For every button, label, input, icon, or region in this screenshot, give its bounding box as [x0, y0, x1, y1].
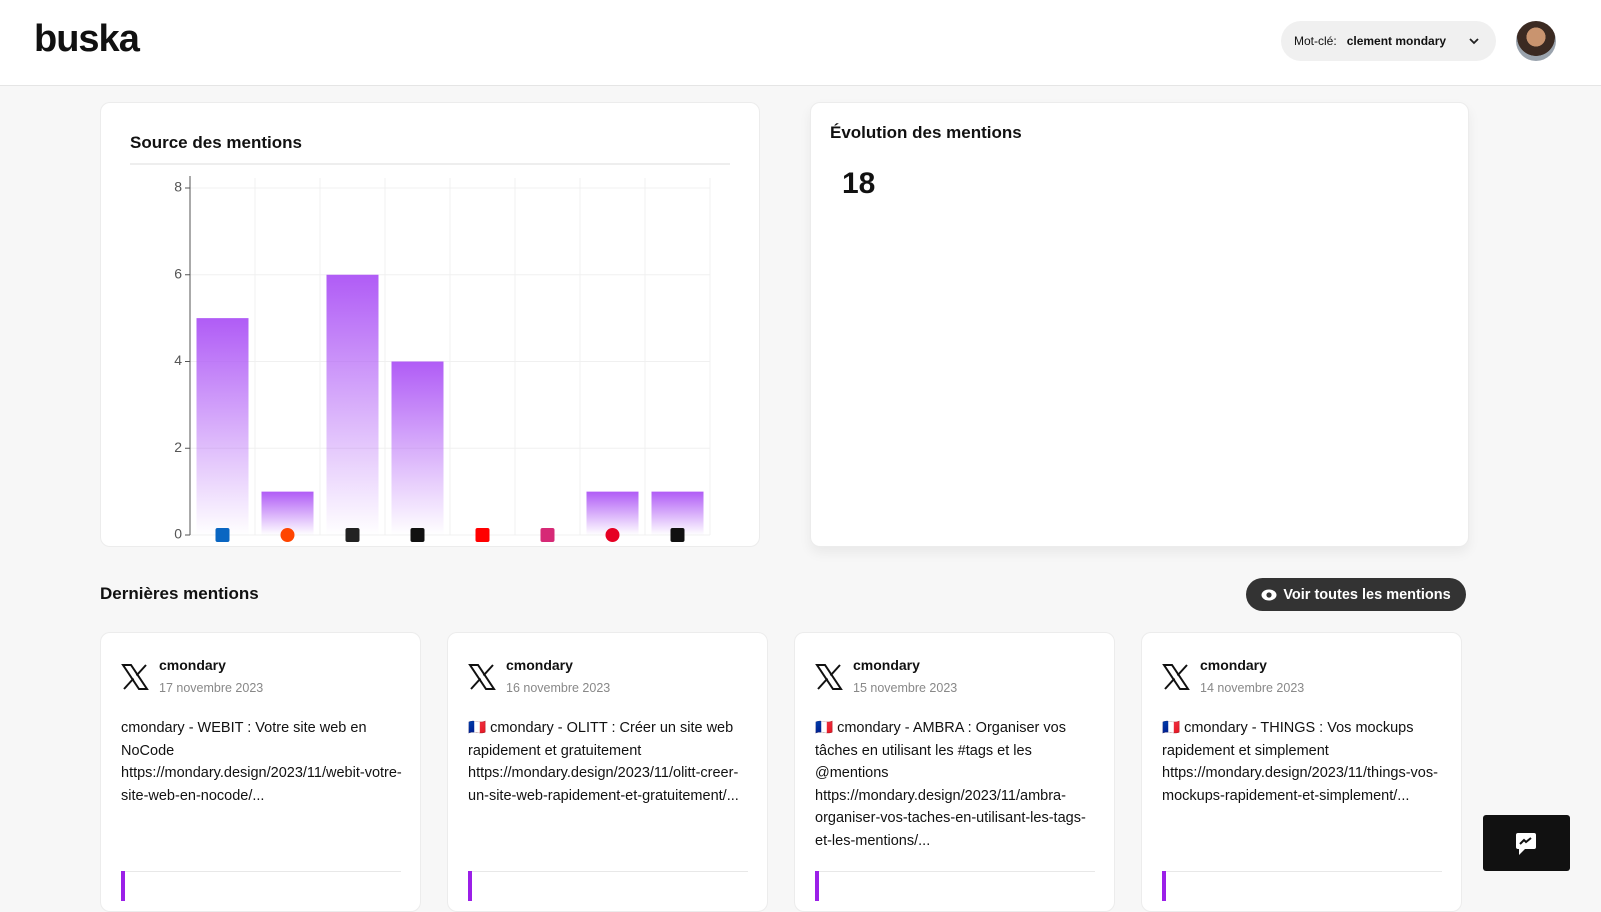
- bar: [261, 491, 314, 535]
- chat-widget[interactable]: [1483, 815, 1570, 871]
- y-tick-label: 6: [174, 265, 182, 281]
- mention-text: 🇫🇷 cmondary - AMBRA : Organiser vos tâch…: [815, 720, 1086, 849]
- source-icon: [475, 528, 490, 542]
- date: 16 novembre 2023: [506, 681, 611, 695]
- mention-card[interactable]: cmondary 17 novembre 2023 cmondary - WEB…: [100, 632, 421, 912]
- x-logo: [468, 664, 496, 690]
- y-tick-label: 4: [174, 352, 182, 368]
- mention-text: 🇫🇷 cmondary - THINGS : Vos mockups rapid…: [1162, 720, 1438, 804]
- x-logo: [1162, 664, 1190, 690]
- keyword-label: Mot-clé:: [1294, 34, 1337, 48]
- divider: [130, 163, 730, 165]
- date: 14 novembre 2023: [1200, 681, 1305, 695]
- header: buska Mot-clé: clement mondary: [0, 0, 1601, 86]
- sentiment-bar: [1162, 871, 1166, 901]
- mention-card[interactable]: cmondary 14 novembre 2023 🇫🇷 cmondary - …: [1141, 632, 1462, 912]
- y-tick-label: 2: [174, 439, 182, 455]
- divider: [468, 871, 748, 872]
- bar: [326, 274, 379, 535]
- evolution-card: Évolution des mentions 18: [810, 102, 1469, 547]
- x-logo: [121, 664, 149, 690]
- chart: 0 2 4 6 8: [174, 176, 711, 542]
- author: cmondary: [853, 657, 920, 673]
- divider: [815, 871, 1095, 872]
- keyword: clement mondary: [1346, 34, 1447, 48]
- divider: [121, 871, 401, 872]
- date: 15 novembre 2023: [853, 681, 958, 695]
- y-tick-label: 8: [174, 179, 182, 195]
- bar: [196, 318, 249, 535]
- author: cmondary: [159, 657, 226, 673]
- card-title: Évolution des mentions: [830, 123, 1022, 142]
- sentiment-bar: [468, 871, 472, 901]
- total: 18: [842, 167, 876, 200]
- sentiment-bar: [121, 871, 125, 901]
- source-card: Source des mentions 0 2 4 6 8: [100, 102, 760, 547]
- source-icon: [345, 528, 360, 542]
- source-icon: [605, 528, 620, 542]
- mention-card[interactable]: cmondary 16 novembre 2023 🇫🇷 cmondary - …: [447, 632, 768, 912]
- card-title: Source des mentions: [130, 133, 302, 152]
- keyword-select[interactable]: Mot-clé: clement mondary: [1281, 21, 1496, 61]
- mention-text: cmondary - WEBIT : Votre site web en NoC…: [121, 720, 402, 804]
- mention-text: 🇫🇷 cmondary - OLITT : Créer un site web …: [468, 720, 739, 804]
- eye-icon: [1261, 589, 1277, 600]
- sentiment-bar: [815, 871, 819, 901]
- bar: [586, 491, 639, 535]
- x-logo: [815, 664, 843, 690]
- bar: [651, 491, 704, 535]
- logo[interactable]: buska: [34, 18, 140, 60]
- source-icon: [410, 528, 425, 542]
- author: cmondary: [506, 657, 573, 673]
- chevron: [1469, 38, 1479, 45]
- date: 17 novembre 2023: [159, 681, 264, 695]
- author: cmondary: [1200, 657, 1267, 673]
- source-icon: [280, 528, 295, 542]
- view-all-button[interactable]: Voir toutes les mentions: [1246, 578, 1466, 611]
- source-icon: [215, 528, 230, 542]
- source-icon: [670, 528, 685, 542]
- chat-icon: [1516, 833, 1536, 855]
- section-title: Dernières mentions: [100, 584, 259, 603]
- y-tick-label: 0: [174, 526, 182, 542]
- mention-card[interactable]: cmondary 15 novembre 2023 🇫🇷 cmondary - …: [794, 632, 1115, 912]
- button-label: Voir toutes les mentions: [1283, 586, 1451, 603]
- divider: [1162, 871, 1442, 872]
- bar: [391, 361, 444, 535]
- avatar[interactable]: [1516, 21, 1556, 61]
- source-icon: [540, 528, 555, 542]
